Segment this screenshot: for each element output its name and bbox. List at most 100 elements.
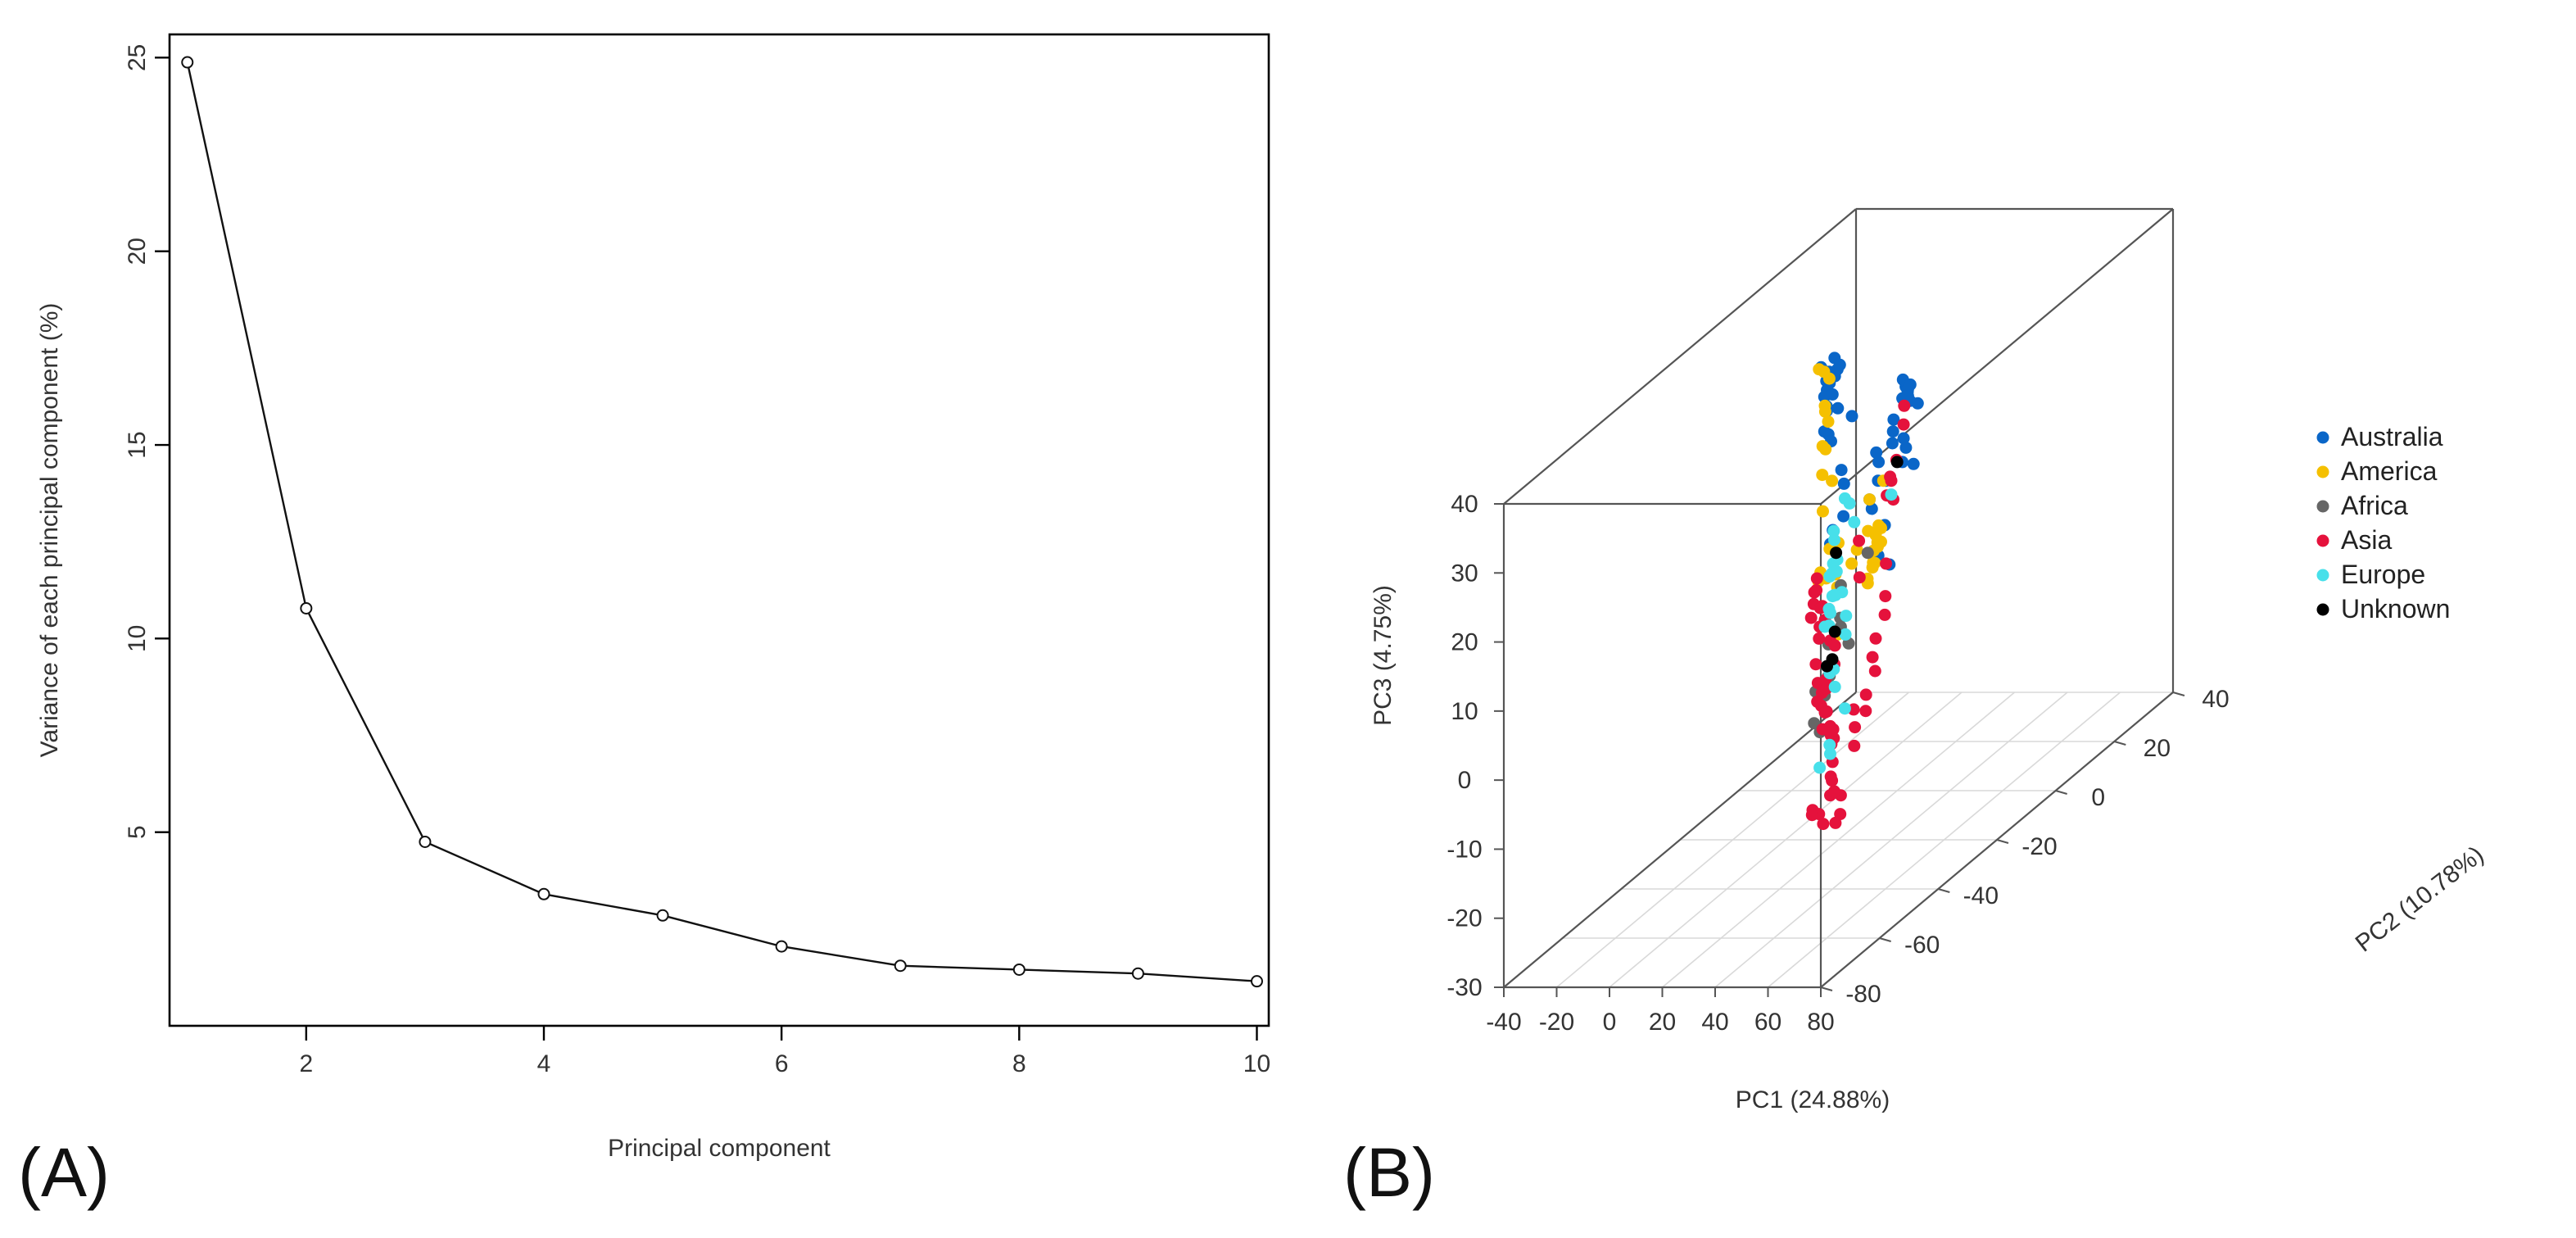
scatter-point-asia [1859, 705, 1872, 718]
scatter-point-asia [1805, 809, 1818, 822]
z-tick-label: 30 [1451, 560, 1478, 587]
scatter-point-australia [1870, 446, 1883, 459]
y-tick [1879, 937, 1891, 942]
data-point [300, 601, 313, 614]
legend-marker [2316, 603, 2329, 616]
scatter-point-america [1845, 557, 1858, 570]
scatter-point-asia [1824, 719, 1836, 732]
scatter-point-asia [1813, 632, 1826, 645]
scatter-point-asia [1824, 728, 1837, 741]
x-tick-label: -40 [1486, 1009, 1521, 1036]
x-tick-label: 4 [537, 1050, 551, 1077]
x-tick-label: 80 [1807, 1009, 1834, 1036]
scatter-point-australia [1865, 502, 1878, 515]
panel-b-letter: (B) [1343, 1134, 1435, 1211]
scatter-point-asia [1818, 706, 1831, 719]
legend-marker [2316, 431, 2329, 444]
y-tick-label: 5 [124, 825, 151, 839]
z-tick-label: -20 [1446, 905, 1482, 932]
scatter-point-asia [1828, 785, 1840, 798]
scatter-point-europe [1827, 524, 1840, 537]
x-axis-label: Principal component [608, 1135, 831, 1162]
data-point [894, 959, 907, 973]
scatter-point-europe [1828, 680, 1841, 693]
data-point [656, 909, 669, 922]
z-tick-label: 10 [1451, 698, 1478, 725]
scatter-point-europe [1824, 747, 1836, 760]
y-tick-label: 20 [124, 238, 151, 265]
data-point [181, 56, 194, 69]
y-tick-label: -80 [1845, 981, 1881, 1008]
scatter-point-asia [1879, 590, 1892, 603]
series-points [181, 56, 1263, 988]
scatter-point-australia [1886, 437, 1899, 450]
scatter-point-america [1816, 440, 1829, 453]
scatter-point-australia [1837, 510, 1850, 523]
scatter-point-europe [1828, 588, 1840, 601]
scatter-point-europe [1824, 606, 1836, 619]
y-axis-label: Variance of each principal component (%) [36, 303, 63, 758]
scatter-point-australia [1826, 388, 1839, 401]
scatter-point-asia [1884, 470, 1897, 483]
y-tick [1938, 888, 1950, 893]
scatter-point-europe [1823, 738, 1836, 751]
plot-frame [168, 33, 1270, 1027]
z-tick-label: 40 [1451, 491, 1478, 518]
scatter-point-africa [1861, 546, 1874, 560]
x-tick-label: 40 [1701, 1009, 1728, 1036]
y-axis-label: PC2 (10.78%) [2351, 841, 2489, 958]
x-tick-label: 2 [299, 1050, 313, 1077]
x-axis-label: PC1 (24.88%) [1736, 1086, 1890, 1113]
scatter-point-america [1822, 372, 1836, 385]
scatter-point-america [1862, 524, 1875, 537]
scatter-point-asia [1810, 572, 1823, 585]
x-tick-label: 8 [1012, 1050, 1026, 1077]
legend-marker [2316, 569, 2329, 582]
panel-b-3d-scatter: -40 -20 0 20 40 60 80 -80 -60 -40 -20 0 20 40 -30 -20… [1369, 207, 2489, 1113]
scatter-point-america [1826, 474, 1839, 487]
z-tick-label: 0 [1458, 767, 1472, 794]
legend-label: America [2341, 456, 2438, 486]
y-tick-label: -60 [1904, 932, 1940, 959]
y-tick-label: -20 [2021, 833, 2057, 860]
scatter-point-america [1817, 505, 1829, 518]
scatter-point-europe [1828, 533, 1840, 546]
scatter-point-america [1867, 556, 1880, 569]
scatter-point-asia [1834, 808, 1847, 821]
scatter-point-unknown [1890, 456, 1904, 469]
scatter-point-america [1816, 469, 1829, 482]
x-tick-label: 10 [1243, 1050, 1270, 1077]
scatter-point-america [1875, 535, 1887, 548]
scatter-point-australia [1897, 432, 1910, 445]
scatter-point-asia [1809, 658, 1822, 671]
scatter-point-australia [1845, 410, 1858, 423]
scatter-point-asia [1878, 608, 1891, 621]
box-edge [1503, 208, 1857, 505]
scatter-point-asia [1810, 583, 1823, 596]
scatter-point-america [1863, 493, 1876, 506]
x-tick-label: -20 [1539, 1009, 1574, 1036]
y-tick [2114, 741, 2126, 746]
y-tick-label: 0 [2091, 784, 2105, 811]
scatter-point-asia [1866, 651, 1879, 664]
scatter-point-america [1872, 519, 1886, 532]
scatter-point-asia [1880, 557, 1893, 570]
scatter-point-america [1818, 405, 1831, 418]
scatter-point-australia [1837, 477, 1850, 490]
x-axis: 2 4 6 8 10 [299, 1026, 1270, 1077]
panel-a-line-chart: 5 10 15 20 25 2 4 6 8 10 Principal component Var… [36, 33, 1270, 1162]
box-edge [1503, 692, 1857, 988]
legend-label: Unknown [2341, 594, 2450, 624]
legend-label: Europe [2341, 560, 2425, 589]
y-tick-label: -40 [1963, 882, 1999, 909]
legend-marker [2316, 534, 2329, 547]
scatter-point-asia [1817, 818, 1830, 831]
x-tick-label: 0 [1603, 1009, 1617, 1036]
scatter-point-australia [1818, 425, 1831, 438]
scatter-point-africa [1808, 717, 1821, 730]
scatter-point-australia [1899, 441, 1913, 454]
scatter-point-asia [1897, 418, 1910, 431]
scatter-point-australia [1911, 397, 1924, 410]
y-tick-label: 25 [124, 44, 151, 71]
scatter-point-asia [1848, 739, 1861, 752]
